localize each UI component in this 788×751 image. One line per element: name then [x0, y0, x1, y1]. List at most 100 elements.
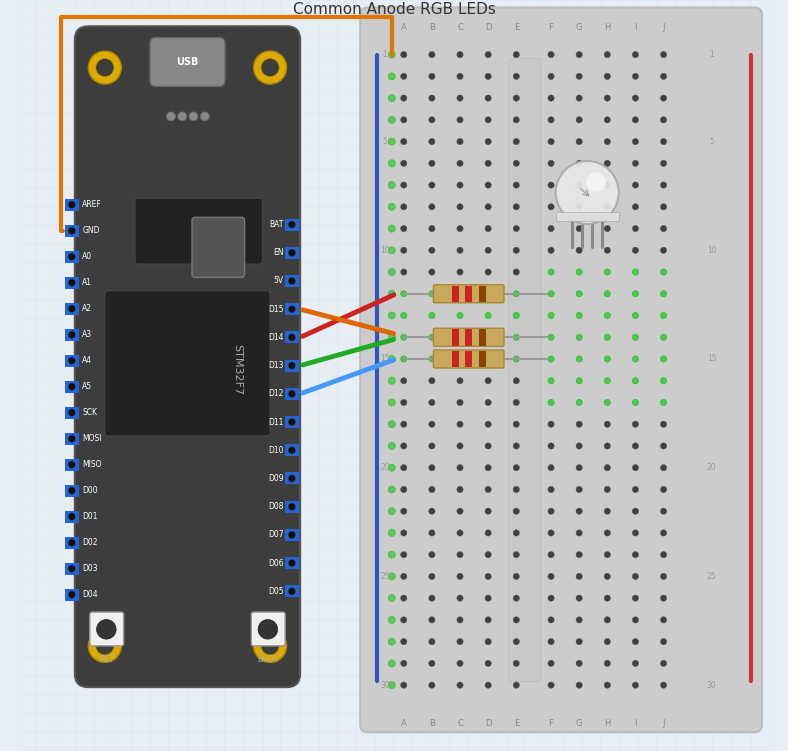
- Circle shape: [485, 638, 491, 645]
- Circle shape: [485, 291, 491, 297]
- Circle shape: [576, 421, 582, 427]
- Text: D: D: [485, 23, 492, 32]
- Text: D11: D11: [268, 418, 284, 427]
- Circle shape: [429, 182, 435, 189]
- Circle shape: [660, 356, 667, 362]
- Circle shape: [576, 247, 582, 253]
- Circle shape: [548, 573, 554, 580]
- Circle shape: [576, 291, 582, 297]
- Circle shape: [513, 204, 519, 210]
- Circle shape: [68, 435, 76, 442]
- Circle shape: [429, 138, 435, 145]
- Circle shape: [604, 73, 611, 80]
- Text: A: A: [401, 23, 407, 32]
- Text: A5: A5: [82, 382, 92, 391]
- Circle shape: [632, 421, 638, 427]
- Circle shape: [485, 116, 491, 123]
- Bar: [65, 329, 79, 341]
- Circle shape: [548, 160, 554, 167]
- Bar: [65, 562, 79, 575]
- Circle shape: [68, 513, 76, 520]
- Circle shape: [660, 269, 667, 275]
- Text: 1: 1: [709, 50, 714, 59]
- Circle shape: [632, 52, 638, 58]
- Circle shape: [485, 595, 491, 602]
- Circle shape: [548, 378, 554, 384]
- Circle shape: [485, 443, 491, 449]
- Text: D02: D02: [82, 538, 98, 547]
- Circle shape: [388, 355, 396, 363]
- Circle shape: [400, 617, 407, 623]
- Text: RST: RST: [99, 655, 113, 664]
- Circle shape: [513, 508, 519, 514]
- Circle shape: [388, 399, 396, 406]
- Circle shape: [429, 378, 435, 384]
- Text: C: C: [457, 23, 463, 32]
- Circle shape: [388, 204, 396, 210]
- Circle shape: [429, 617, 435, 623]
- Circle shape: [586, 172, 606, 192]
- FancyBboxPatch shape: [433, 350, 504, 368]
- Circle shape: [429, 573, 435, 580]
- Circle shape: [457, 225, 463, 232]
- Bar: [65, 433, 79, 445]
- Circle shape: [660, 529, 667, 536]
- Circle shape: [513, 595, 519, 602]
- Circle shape: [457, 95, 463, 101]
- Text: D13: D13: [268, 361, 284, 370]
- Circle shape: [485, 617, 491, 623]
- Circle shape: [400, 52, 407, 58]
- Circle shape: [288, 277, 296, 285]
- Text: A1: A1: [82, 278, 92, 287]
- Circle shape: [388, 529, 396, 536]
- Circle shape: [576, 138, 582, 145]
- Circle shape: [457, 247, 463, 253]
- Circle shape: [604, 595, 611, 602]
- Circle shape: [513, 138, 519, 145]
- Circle shape: [632, 312, 638, 318]
- Circle shape: [485, 225, 491, 232]
- Circle shape: [288, 362, 296, 369]
- Circle shape: [388, 573, 396, 580]
- Circle shape: [388, 333, 396, 341]
- Circle shape: [485, 529, 491, 536]
- Circle shape: [548, 334, 554, 340]
- Text: D: D: [485, 719, 492, 728]
- Circle shape: [660, 378, 667, 384]
- Bar: [479, 285, 485, 302]
- Circle shape: [457, 291, 463, 297]
- Circle shape: [457, 465, 463, 471]
- Circle shape: [576, 52, 582, 58]
- Circle shape: [513, 465, 519, 471]
- Circle shape: [400, 400, 407, 406]
- Circle shape: [388, 377, 396, 385]
- Circle shape: [457, 421, 463, 427]
- Circle shape: [68, 461, 76, 469]
- Text: D01: D01: [82, 512, 98, 521]
- Text: 15: 15: [707, 354, 716, 363]
- Circle shape: [660, 551, 667, 558]
- Circle shape: [604, 660, 611, 667]
- Circle shape: [97, 620, 116, 639]
- Circle shape: [429, 52, 435, 58]
- Circle shape: [548, 269, 554, 275]
- Circle shape: [388, 551, 396, 558]
- Circle shape: [400, 638, 407, 645]
- Circle shape: [400, 291, 407, 297]
- Circle shape: [68, 487, 76, 494]
- Circle shape: [576, 269, 582, 275]
- Text: 10: 10: [707, 246, 716, 255]
- Circle shape: [548, 487, 554, 493]
- Circle shape: [429, 638, 435, 645]
- Circle shape: [576, 660, 582, 667]
- Text: 20: 20: [707, 463, 716, 472]
- Text: USB: USB: [177, 57, 199, 68]
- Circle shape: [400, 529, 407, 536]
- Circle shape: [400, 204, 407, 210]
- Circle shape: [96, 637, 114, 655]
- Circle shape: [388, 508, 396, 514]
- Circle shape: [576, 638, 582, 645]
- Circle shape: [68, 539, 76, 547]
- Circle shape: [457, 595, 463, 602]
- Circle shape: [632, 551, 638, 558]
